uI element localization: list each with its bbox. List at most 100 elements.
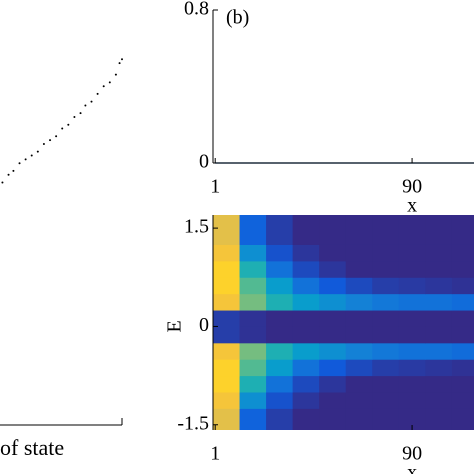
heatmap-cell <box>239 359 267 377</box>
heatmap-cell <box>398 293 426 311</box>
heatmap-cell <box>451 244 474 262</box>
dot <box>121 58 123 61</box>
heatmap-cell <box>451 260 474 278</box>
dot <box>79 112 82 115</box>
heatmap-cell <box>451 310 474 327</box>
heatmap-cell <box>345 391 373 409</box>
heatmap-cell <box>345 260 373 278</box>
y-tick-label: -1.5 <box>177 412 209 434</box>
heatmap-cell <box>398 326 426 344</box>
x-tick-label: 90 <box>402 176 422 198</box>
heatmap-cell <box>319 277 347 295</box>
heatmap-cell <box>345 342 373 360</box>
heatmap-cell <box>425 215 453 245</box>
heatmap-cell <box>398 215 426 245</box>
heatmap-cell <box>451 293 474 311</box>
heatmap-cell <box>425 293 453 311</box>
heatmap-cell <box>292 293 320 311</box>
heatmap-cell <box>372 342 400 360</box>
dot <box>1 181 4 184</box>
heatmap-cell <box>451 359 474 377</box>
x-tick-label: 1 <box>210 176 220 198</box>
x-axis-label: x <box>407 195 417 217</box>
x-axis-label: x <box>407 462 417 474</box>
heatmap-cell <box>425 260 453 278</box>
heatmap-cell <box>239 310 267 327</box>
heatmap-cell <box>345 359 373 377</box>
heatmap-cell <box>213 277 241 295</box>
heatmap-cell <box>319 391 347 409</box>
dot <box>108 81 111 84</box>
heatmap-cell <box>372 260 400 278</box>
dot <box>61 127 64 130</box>
x-tick-label: 90 <box>402 443 422 465</box>
heatmap-cell <box>398 391 426 409</box>
heatmap <box>213 215 474 430</box>
heatmap-cell <box>266 310 294 327</box>
dot <box>118 62 121 65</box>
heatmap-cell <box>345 310 373 327</box>
heatmap-cell <box>451 391 474 409</box>
heatmap-cell <box>345 215 373 245</box>
heatmap-cell <box>425 310 453 327</box>
dot <box>7 173 10 176</box>
heatmap-cell <box>451 408 474 430</box>
heatmap-cell <box>239 342 267 360</box>
heatmap-cell <box>213 359 241 377</box>
heatmap-cell <box>239 293 267 311</box>
heatmap-cell <box>372 244 400 262</box>
heatmap-cell <box>319 359 347 377</box>
x-tick-label: 1 <box>210 443 220 465</box>
heatmap-cell <box>266 293 294 311</box>
heatmap-cell <box>398 244 426 262</box>
heatmap-cell <box>319 293 347 311</box>
heatmap-cell <box>239 215 267 245</box>
heatmap-cell <box>266 277 294 295</box>
heatmap-cell <box>239 375 267 393</box>
heatmap-cell <box>345 277 373 295</box>
heatmap-cell <box>372 215 400 245</box>
dot <box>90 100 93 103</box>
heatmap-cell <box>319 375 347 393</box>
dot <box>49 139 52 142</box>
dot <box>114 73 117 76</box>
heatmap-cell <box>319 244 347 262</box>
dot <box>30 154 33 157</box>
heatmap-cell <box>398 359 426 377</box>
heatmap-cell <box>425 391 453 409</box>
heatmap-cell <box>319 310 347 327</box>
heatmap-cell <box>345 326 373 344</box>
heatmap-cell <box>213 260 241 278</box>
heatmap-cell <box>292 215 320 245</box>
heatmap-cell <box>372 326 400 344</box>
heatmap-cell <box>372 408 400 430</box>
heatmap-cell <box>266 326 294 344</box>
heatmap-cell <box>266 391 294 409</box>
heatmap-cell <box>372 310 400 327</box>
heatmap-cell <box>292 408 320 430</box>
heatmap-cell <box>266 342 294 360</box>
heatmap-cell <box>425 342 453 360</box>
y-tick-label: 0 <box>199 151 209 173</box>
dot <box>12 169 15 172</box>
dot <box>67 123 70 126</box>
heatmap-cell <box>292 359 320 377</box>
heatmap-cell <box>292 310 320 327</box>
heatmap-cell <box>398 277 426 295</box>
heatmap-cell <box>319 215 347 245</box>
heatmap-cell <box>372 277 400 295</box>
y-tick-label: 1.5 <box>184 216 209 238</box>
dot <box>55 135 58 138</box>
heatmap-cell <box>213 215 241 245</box>
dot <box>18 162 21 165</box>
heatmap-cell <box>239 277 267 295</box>
heatmap-cell <box>266 375 294 393</box>
heatmap-cell <box>451 326 474 344</box>
heatmap-cell <box>398 408 426 430</box>
heatmap-cell <box>239 260 267 278</box>
dot <box>84 104 87 107</box>
dot <box>36 150 39 153</box>
heatmap-cell <box>266 260 294 278</box>
heatmap-cell <box>425 244 453 262</box>
